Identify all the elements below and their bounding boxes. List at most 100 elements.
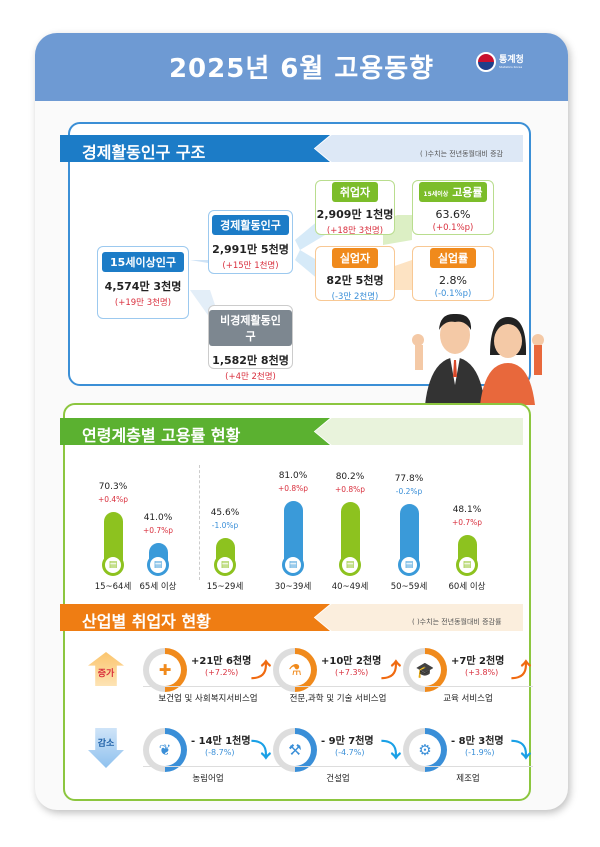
unemployed-box: 실업자 82만 5천명 (-3만 2천명)	[315, 246, 395, 302]
active-box: 경제활동인구 2,991만 5천명 (+15만 1천명)	[208, 210, 293, 274]
age-change-label: +0.8%p	[277, 483, 309, 493]
unemployment-rate-value: 2.8%	[439, 274, 467, 287]
age-change-label: +0.4%p	[97, 495, 129, 505]
age-value-label: 77.8%	[394, 474, 424, 485]
decrease-industry-name: 농림어업	[143, 766, 273, 784]
inactive-value: 1,582만 8천명	[212, 354, 289, 367]
age-change-label: +0.7%p	[451, 518, 483, 528]
age-category-label: 65세 이상	[139, 582, 177, 592]
age-change-label: -1.0%p	[211, 521, 239, 531]
unemployed-change: (-3만 2천명)	[331, 292, 379, 302]
excavator-icon: ⚒	[279, 734, 311, 766]
age-category-label: 30~39세	[274, 582, 312, 592]
active-value: 2,991만 5천명	[212, 243, 289, 256]
industry-note: ( )수치는 전년동월대비 증감률	[412, 618, 502, 626]
decrease-industry-change: (-4.7%)	[335, 748, 365, 757]
industry-title: 산업별 취업자 현황	[60, 604, 330, 631]
decrease-industry-value: - 9만 7천명	[321, 736, 374, 747]
trend-down-arrow-icon: ⤵	[251, 738, 271, 762]
employment-rate-box: 15세이상 고용률 63.6% (+0.1%p)	[412, 180, 494, 235]
structure-band-bg	[315, 135, 523, 162]
age-category-label: 50~59세	[390, 582, 428, 592]
trend-up-arrow-icon: ⤴	[251, 658, 271, 682]
trend-up-arrow-icon: ⤴	[381, 658, 401, 682]
employment-rate-label: 15세이상 고용률	[419, 182, 487, 202]
pop15-label: 15세이상인구	[102, 252, 184, 272]
document-search-icon: ▤	[456, 554, 478, 576]
age-change-label: +0.8%p	[334, 484, 366, 494]
increase-industry-change: (+3.8%)	[465, 668, 499, 677]
decrease-industry-change: (-1.9%)	[465, 748, 495, 757]
increase-industry-donut: ⚗	[273, 648, 317, 692]
increase-industry-name: 전문,과학 및 기술 서비스업	[273, 686, 403, 704]
logo: 통계청 Statistics Korea	[476, 52, 524, 72]
structure-title: 경제활동인구 구조	[60, 135, 330, 162]
age-change-label: +0.7%p	[142, 525, 174, 535]
document-search-icon: ▤	[214, 554, 236, 576]
document-search-icon: ▤	[398, 554, 420, 576]
age-value-label: 48.1%	[452, 505, 482, 516]
inactive-label: 비경제활동인구	[209, 310, 292, 346]
document-search-icon: ▤	[282, 554, 304, 576]
age-category-label: 40~49세	[331, 582, 369, 592]
active-label: 경제활동인구	[212, 215, 289, 235]
decrease-industry-value: - 14만 1천명	[191, 736, 251, 747]
increase-industry-donut: 🎓	[403, 648, 447, 692]
age-bar	[104, 512, 123, 565]
decrease-industry-name: 건설업	[273, 766, 403, 784]
decrease-industry-change: (-8.7%)	[205, 748, 235, 757]
age-bar	[284, 500, 303, 565]
age-band-bg	[315, 418, 523, 445]
unemployment-rate-label: 실업률	[429, 248, 477, 268]
age-bar	[400, 504, 419, 565]
active-change: (+15만 1천명)	[222, 261, 279, 271]
age-value-label: 80.2%	[335, 471, 365, 482]
unemployment-rate-change: (-0.1%p)	[434, 289, 472, 299]
trend-down-arrow-icon: ⤵	[511, 738, 531, 762]
chart-divider	[199, 465, 200, 580]
page-title: 2025년 6월 고용동향	[168, 54, 435, 84]
age-value-label: 41.0%	[143, 512, 173, 523]
trend-down-arrow-icon: ⤵	[381, 738, 401, 762]
age-change-label: -0.2%p	[395, 487, 423, 497]
logo-name: 통계청	[499, 54, 524, 65]
unemployed-value: 82만 5천명	[326, 274, 384, 287]
decrease-industry-donut: ⚙	[403, 728, 447, 772]
people-illustration	[412, 313, 544, 405]
industry-band-bg	[315, 604, 523, 631]
pop15-box: 15세이상인구 4,574만 3천명 (+19만 3천명)	[97, 246, 189, 319]
increase-industry-donut: ✚	[143, 648, 187, 692]
decrease-industry-donut: ⚒	[273, 728, 317, 772]
increase-industry-value: +21만 6천명	[191, 656, 252, 667]
trend-up-arrow-icon: ⤴	[511, 658, 531, 682]
employment-rate-value: 63.6%	[435, 208, 471, 221]
document-search-icon: ▤	[147, 554, 169, 576]
employed-label: 취업자	[331, 182, 379, 202]
inactive-box: 비경제활동인구 1,582만 8천명 (+4만 2천명)	[208, 305, 293, 382]
age-bar	[341, 501, 360, 565]
age-category-label: 60세 이상	[448, 582, 486, 592]
gear-icon: ⚙	[409, 734, 441, 766]
increase-industry-name: 교육 서비스업	[403, 686, 533, 704]
employed-value: 2,909만 1천명	[316, 208, 394, 221]
unemployment-rate-box: 실업률 2.8% (-0.1%p)	[412, 246, 494, 301]
employed-box: 취업자 2,909만 1천명 (+18만 3천명)	[315, 180, 395, 236]
pop15-value: 4,574만 3천명	[104, 280, 182, 293]
age-value-label: 45.6%	[210, 508, 240, 519]
wheat-icon: ❦	[149, 734, 181, 766]
pop15-change: (+19만 3천명)	[114, 298, 172, 308]
increase-industry-change: (+7.2%)	[205, 668, 239, 677]
increase-industry-change: (+7.3%)	[335, 668, 369, 677]
unemployed-label: 실업자	[331, 248, 379, 268]
document-search-icon: ▤	[102, 554, 124, 576]
graduation-cap-icon: 🎓	[409, 654, 441, 686]
employed-change: (+18만 3천명)	[326, 226, 384, 236]
logo-sub: Statistics Korea	[499, 64, 523, 69]
age-category-label: 15~29세	[206, 582, 244, 592]
inactive-change: (+4만 2천명)	[225, 372, 276, 382]
employment-rate-change: (+0.1%p)	[432, 223, 474, 233]
document-search-icon: ▤	[339, 554, 361, 576]
decrease-industry-value: - 8만 3천명	[451, 736, 504, 747]
first-aid-kit-icon: ✚	[149, 654, 181, 686]
increase-industry-value: +10만 2천명	[321, 656, 382, 667]
